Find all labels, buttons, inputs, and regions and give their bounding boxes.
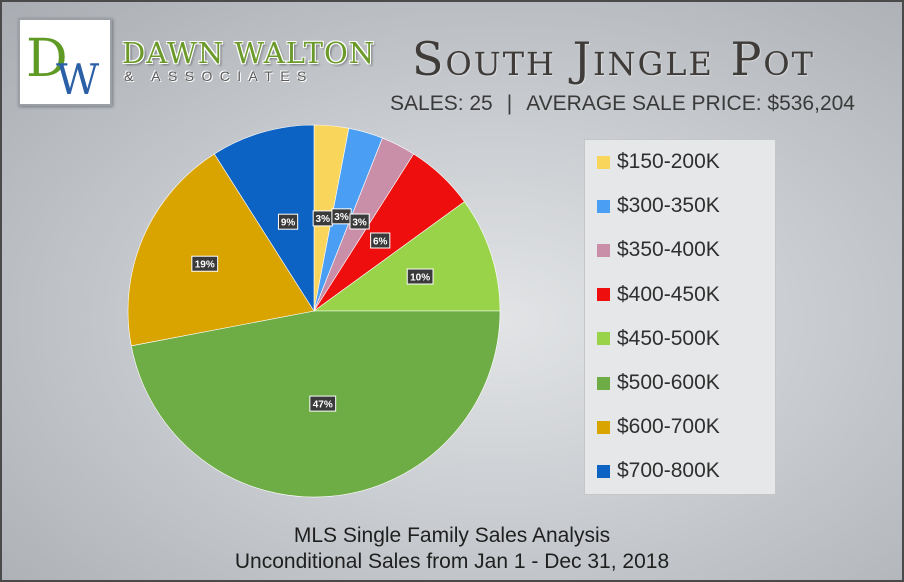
footer-line-2: Unconditional Sales from Jan 1 - Dec 31,… xyxy=(234,550,670,573)
data-label-box-7 xyxy=(191,255,219,272)
legend-item: $150-200K xyxy=(597,149,720,175)
legend-label: $700-800K xyxy=(617,459,720,483)
legend-label: $400-450K xyxy=(617,282,720,306)
chart-subtitle: SALES: 25 | AVERAGE SALE PRICE: $536,204 xyxy=(390,92,855,116)
monogram-d: D xyxy=(26,29,68,89)
data-label-box-3 xyxy=(349,213,370,230)
brand-logo: D W xyxy=(18,18,112,106)
legend-label: $350-400K xyxy=(617,238,720,262)
chart-title: South Jingle Pot xyxy=(412,32,815,86)
data-label-8: 9% xyxy=(281,217,296,228)
data-label-6: 47% xyxy=(313,399,333,410)
legend-swatch xyxy=(597,155,610,169)
legend-swatch xyxy=(597,288,610,302)
legend-label: $500-600K xyxy=(617,371,720,394)
legend-item: $450-500K xyxy=(597,326,720,352)
data-label-1: 3% xyxy=(316,214,331,225)
data-label-2: 3% xyxy=(334,212,349,223)
legend-item: $700-800K xyxy=(597,458,720,484)
sales-count: SALES: 25 xyxy=(390,92,493,115)
legend-swatch xyxy=(597,420,610,434)
legend-item: $400-450K xyxy=(597,282,720,308)
legend-label: $450-500K xyxy=(617,326,720,350)
brand-name: DAWN WALTON xyxy=(122,36,376,70)
data-label-7: 19% xyxy=(195,260,215,271)
brand-subtitle: & ASSOCIATES xyxy=(124,68,314,84)
pie-slice-5 xyxy=(313,201,501,312)
legend-swatch xyxy=(597,376,610,390)
data-label-box-4 xyxy=(370,232,391,249)
dw-monogram-icon: D W xyxy=(26,29,100,104)
pie-slice-7 xyxy=(127,153,315,347)
average-sale-price: AVERAGE SALE PRICE: $536,204 xyxy=(526,92,855,115)
legend-label: $600-700K xyxy=(617,415,720,439)
chart-legend: $150-200K $300-350K $350-400K $400-450K $450… xyxy=(584,139,776,495)
legend-swatch xyxy=(597,464,610,478)
legend-swatch xyxy=(597,243,610,257)
monogram-w: W xyxy=(56,55,100,104)
legend-swatch xyxy=(597,332,610,346)
data-label-box-8 xyxy=(277,213,299,230)
legend-label: $300-350K xyxy=(617,194,720,218)
legend-item: $350-400K xyxy=(597,237,720,263)
footer-line-1: MLS Single Family Sales Analysis xyxy=(293,524,611,547)
data-label-3: 3% xyxy=(352,217,367,228)
subtitle-separator: | xyxy=(506,92,513,115)
legend-item: $600-700K xyxy=(597,414,720,440)
legend-label: $150-200K xyxy=(617,150,720,173)
legend-item: $500-600K xyxy=(597,370,720,396)
data-label-box-5 xyxy=(406,268,434,285)
legend-item: $300-350K xyxy=(597,193,720,219)
data-label-box-6 xyxy=(309,395,337,412)
pie-slice-8 xyxy=(213,124,315,313)
data-label-4: 6% xyxy=(373,236,388,247)
data-label-5: 10% xyxy=(410,272,430,283)
legend-swatch xyxy=(597,199,610,213)
